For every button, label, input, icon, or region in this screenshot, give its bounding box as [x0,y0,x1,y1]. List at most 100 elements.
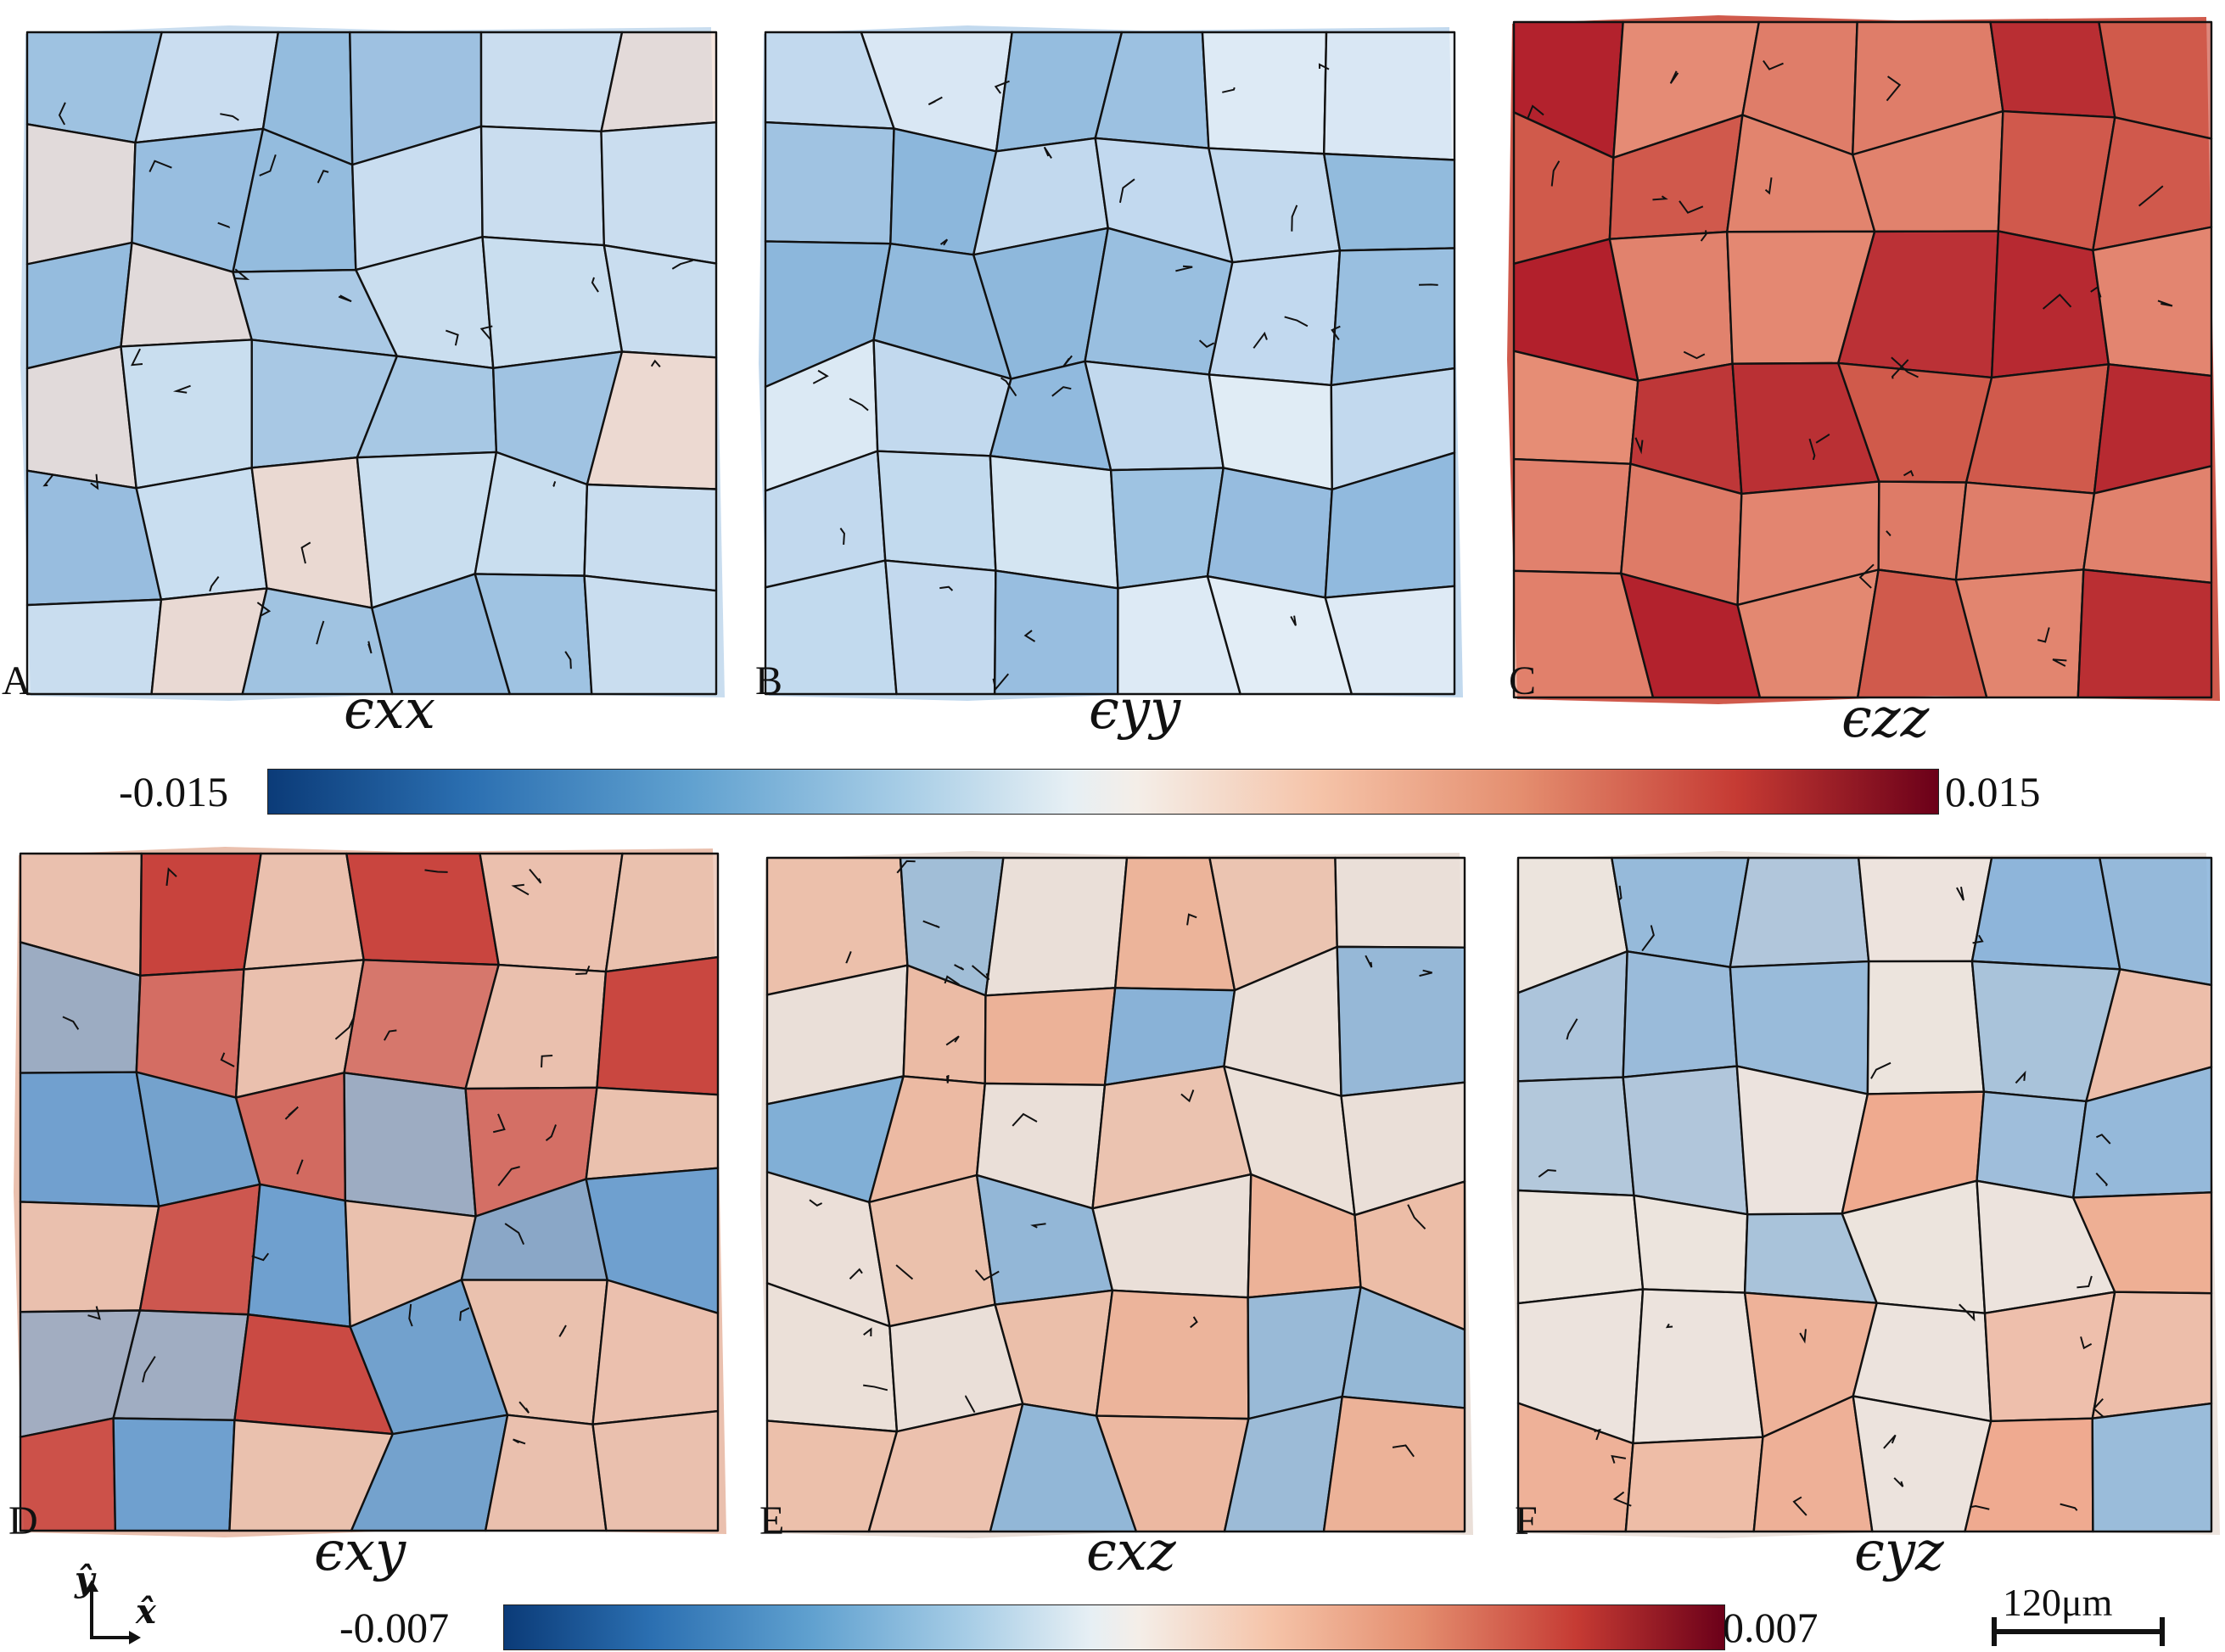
grain [1516,1189,1645,1305]
grain-boundary-detail [90,473,99,490]
symbol-exx: ϵxx [344,679,436,742]
grain [2092,226,2213,378]
grain [1970,856,2121,971]
grain [984,987,1117,1086]
strain-map-eyz [1511,851,2220,1538]
grain-boundary-detail [1190,1316,1198,1329]
grain-boundary-detail [513,1438,526,1445]
grain [1324,585,1456,696]
grain-boundary-detail [58,102,66,126]
grain-boundary-detail [863,1384,888,1392]
grain-boundary-detail [408,1303,413,1327]
grain [1976,1090,2088,1199]
grain [25,123,137,266]
grain-boundary-detail [2090,285,2102,298]
grain-boundary-detail [863,1327,872,1337]
grain-boundary-detail [1198,339,1215,348]
grain [602,244,718,359]
grain-boundary-detail [2080,1336,2093,1350]
grain [1330,247,1456,387]
grain-boundary-detail [1634,437,1644,455]
strain-map-eyy [759,25,1463,701]
grain [479,125,606,247]
grain-boundary-detail [1538,1169,1556,1178]
grain [1622,950,1739,1078]
grain-boundary-detail [1665,1323,1673,1329]
grain-boundary-detail [1186,913,1197,926]
grain-boundary-detail [1891,359,1909,379]
grain [25,598,163,696]
scale-bar-label: 120μm [2003,1581,2113,1624]
grain-boundary-detail [2095,1134,2111,1145]
grain [1866,960,1986,1095]
grain-boundary-detail [130,348,143,367]
grain-boundary-detail [1792,1496,1807,1516]
grain-boundary-detail [459,1307,470,1321]
grain-boundary-detail [812,369,829,384]
panel-label-f: F [1515,1498,1538,1543]
grain-boundary-detail [2060,1503,2078,1511]
grain-boundary-detail [1550,160,1561,187]
grain-boundary-detail [944,975,960,986]
grain-boundary-detail [511,883,530,896]
grain-boundary-detail [251,1252,270,1262]
grain-boundary-detail [296,1159,304,1175]
grain-boundary-detail [849,398,869,412]
y-axis-arrowhead [85,1580,98,1592]
grain-boundary-detail [994,80,1010,94]
grain-boundary-detail [259,154,277,176]
grain [135,467,268,601]
grain [1512,457,1632,575]
grain-boundary-detail [1030,1223,1046,1229]
strain-map-exz [760,851,1473,1538]
grain-boundary-detail [575,965,591,975]
grain-boundary-detail [1612,1491,1632,1507]
grain [1729,856,1870,968]
panel-f-map [1506,844,2223,1545]
grain [243,852,365,971]
grain [1624,1436,1764,1533]
grain-boundary-detail [220,1052,235,1067]
grain-boundary-detail [1679,200,1704,214]
grain-boundary-detail [1815,434,1830,444]
grain-boundary-detail [1222,87,1236,93]
grain-boundary-detail [1023,630,1036,642]
grain [884,559,997,696]
panel-c-map [1502,8,2223,711]
grain-boundary-detail [1641,925,1655,952]
grain-boundary-detail [149,160,172,173]
grain [1877,480,1968,581]
grain [1954,481,2096,581]
grain-boundary-detail [1180,1089,1195,1103]
grain-boundary-detail [849,1268,863,1280]
grain-boundary-detail [1062,355,1073,367]
grain-boundary-detail [671,259,693,270]
grain-boundary-detail [1870,1061,1892,1079]
grain-boundary-detail [1886,530,1892,536]
grain-boundary-detail [234,268,250,280]
x-axis-arrowhead [129,1631,141,1644]
grain-boundary-detail [1253,331,1268,349]
grain [1109,467,1225,590]
grain [591,1409,720,1532]
grain-boundary-detail [2052,658,2067,667]
grain [481,235,624,370]
grain [585,1086,720,1180]
grain [1323,31,1456,161]
grain-boundary-detail [650,359,661,367]
grain [2091,1402,2213,1533]
grain [600,31,718,133]
grain [112,1417,236,1532]
grain-boundary-detail [1365,955,1373,968]
symbol-exy: ϵxy [314,1520,406,1583]
panel-e-map [755,844,1477,1545]
grain-boundary-detail [1883,1434,1897,1449]
grain [1206,467,1333,599]
grain [479,852,624,973]
grain-boundary-detail [2037,627,2050,643]
grain-boundary-detail [552,481,557,487]
panel-label-a: A [2,658,31,703]
grain-boundary-detail [1972,934,1984,944]
colorbar-bottom-min-label: -0.007 [339,1604,450,1651]
grain-boundary-detail [338,294,352,303]
